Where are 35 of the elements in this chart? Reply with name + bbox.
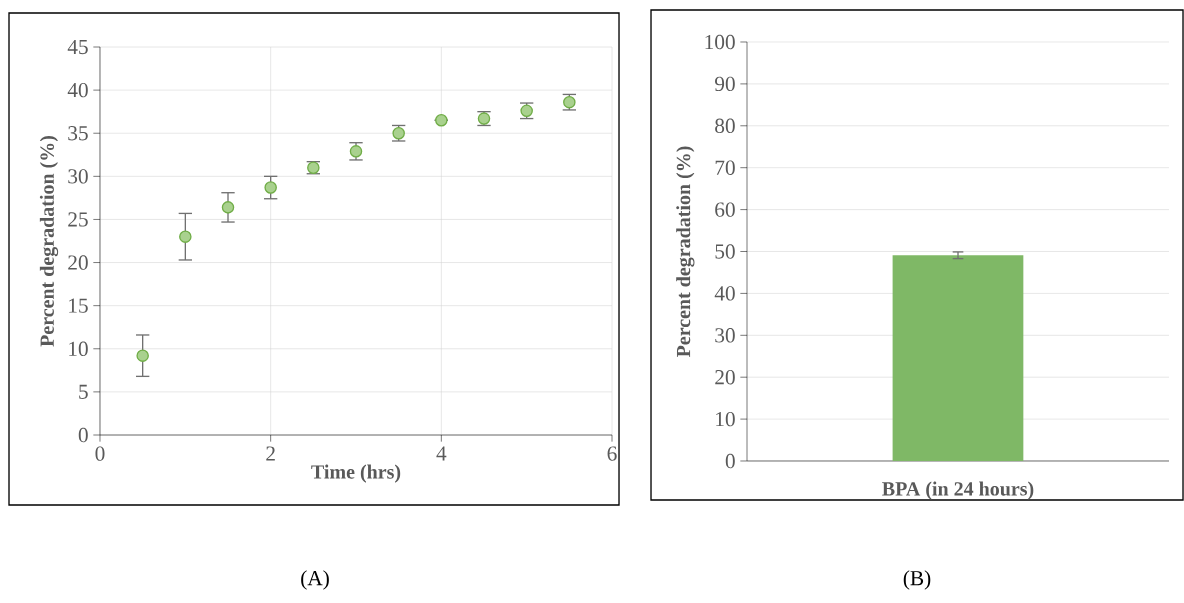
y-tick-label: 10 <box>69 341 88 356</box>
point <box>221 201 235 214</box>
y-tick-label: 35 <box>68 126 88 141</box>
y-tick-label: 45 <box>67 39 88 55</box>
y-tick-label: 5 <box>79 384 88 399</box>
point <box>136 349 149 362</box>
y-tick-label: 60 <box>715 202 735 217</box>
x-tick-label: 2 <box>266 446 275 461</box>
y-tick-label: 10 <box>716 411 735 427</box>
y-tick-label: 100 <box>705 34 735 50</box>
y-tick-label: 15 <box>69 298 88 313</box>
text: (A) <box>301 570 329 590</box>
y-axis-title: Percent degradation (%) <box>39 135 59 347</box>
text: (B) <box>903 570 931 590</box>
y-tick-label: 25 <box>68 212 88 227</box>
x-axis-title: BPA (in 24 hours) <box>882 481 1034 500</box>
y-tick-label: 40 <box>714 286 735 301</box>
x-tick-label: 6 <box>607 446 617 461</box>
y-tick-label: 20 <box>715 370 735 385</box>
y-tick-label: 80 <box>715 118 735 133</box>
x-tick-label: 0 <box>95 446 105 461</box>
y-tick-label: 30 <box>715 328 735 343</box>
x-axis-title: Time (hrs) <box>311 464 401 483</box>
y-axis-title: Percent degradation (%) <box>676 146 695 358</box>
y-tick-label: 30 <box>68 169 88 184</box>
y-tick-label: 0 <box>78 427 88 443</box>
y-tick-label: 50 <box>715 244 735 259</box>
y-tick-label: 20 <box>68 255 88 270</box>
y-tick-label: 70 <box>715 160 735 175</box>
point <box>264 181 277 194</box>
y-tick-label: 40 <box>67 82 88 98</box>
point <box>179 230 192 243</box>
y-tick-label: 90 <box>714 76 735 92</box>
point <box>435 114 448 127</box>
x-tick-label: 4 <box>436 446 447 461</box>
